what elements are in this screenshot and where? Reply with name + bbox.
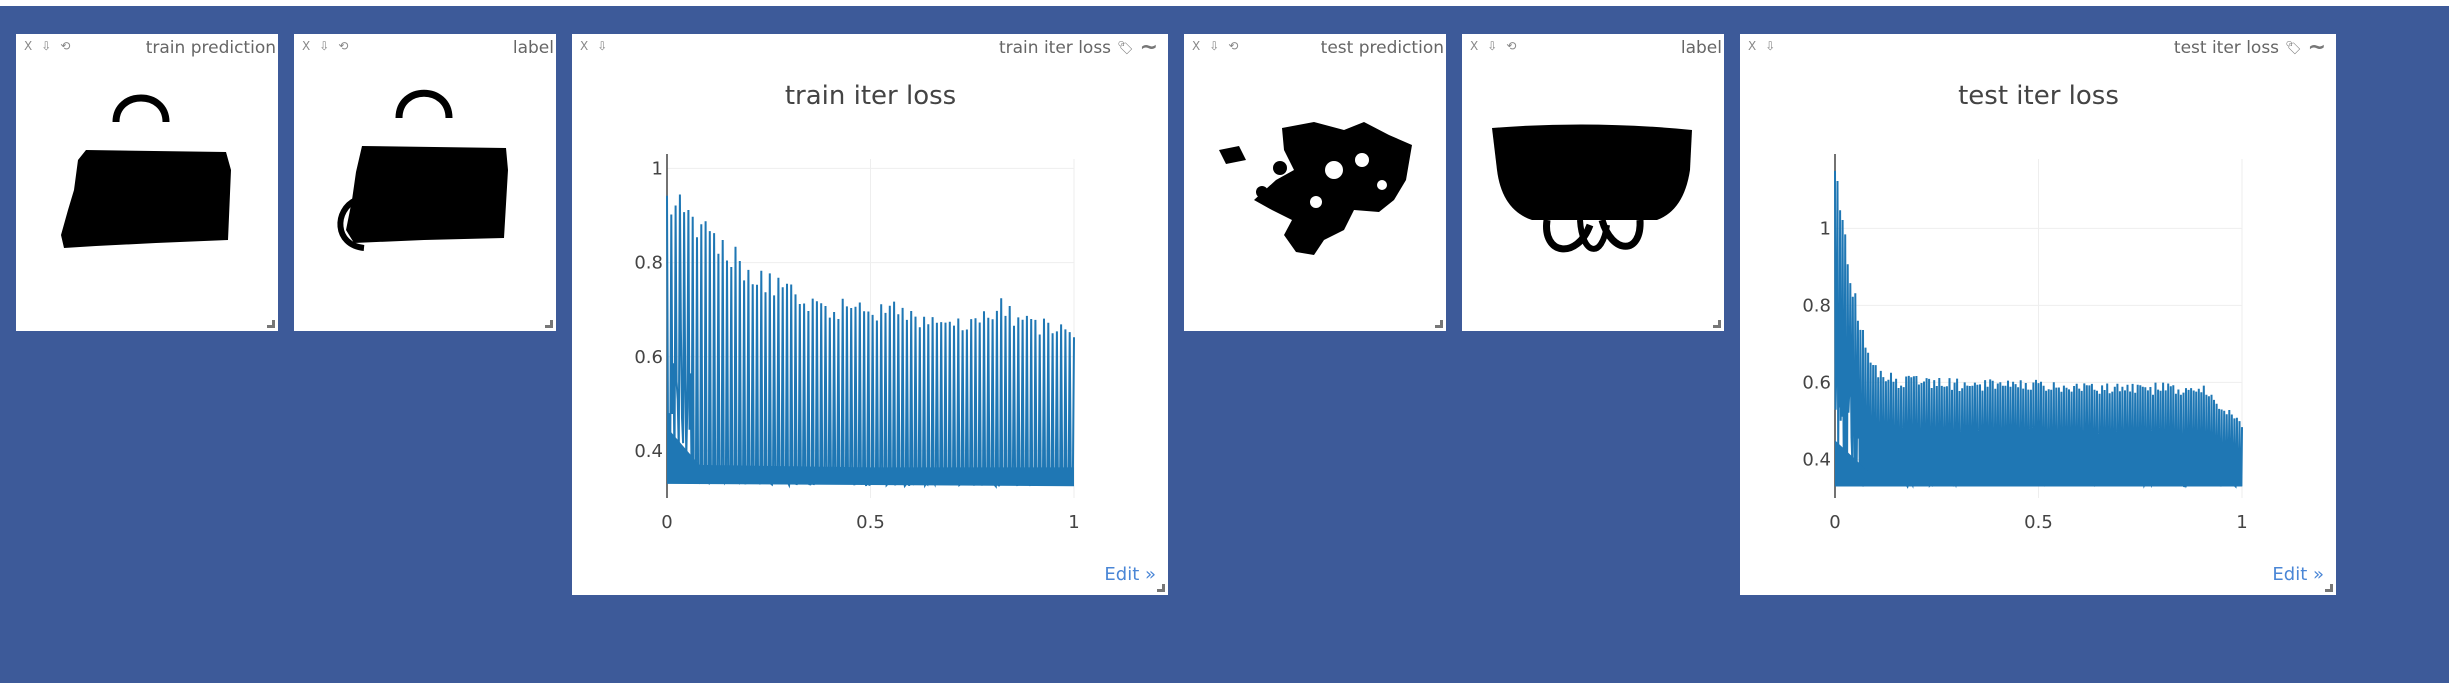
pane-title: test prediction xyxy=(1320,38,1444,58)
pane-train-iter-loss: X ⇩ train iter loss 🏷 ~ train iter loss 0… xyxy=(572,34,1168,595)
tag-icon[interactable]: 🏷 xyxy=(2285,40,2302,56)
close-icon[interactable]: X xyxy=(24,39,33,53)
x-tick-label: 0.5 xyxy=(2024,512,2053,533)
x-tick-label: 0.5 xyxy=(856,512,885,533)
loss-series-band xyxy=(1835,440,2242,487)
resize-handle-icon[interactable] xyxy=(1713,320,1721,328)
download-icon[interactable]: ⇩ xyxy=(1487,39,1498,53)
top-strip xyxy=(0,0,2449,6)
resize-handle-icon[interactable] xyxy=(1435,320,1443,328)
pane-test-label: X ⇩ ⟲ label xyxy=(1462,34,1724,331)
pane-test-prediction: X ⇩ ⟲ test prediction xyxy=(1184,34,1446,331)
y-tick-label: 1 xyxy=(652,158,663,179)
download-icon[interactable]: ⇩ xyxy=(319,39,330,53)
edit-link[interactable]: Edit » xyxy=(1104,564,1156,585)
resize-handle-icon[interactable] xyxy=(545,320,553,328)
pane-bar: X ⇩ ⟲ label xyxy=(294,34,556,60)
train-loss-chart[interactable]: train iter loss 0.4 0.6 0.8 1 0 0.5 1 xyxy=(572,34,1168,595)
y-tick-label: 0.6 xyxy=(634,347,663,368)
pane-title-group: test iter loss 🏷 ~ xyxy=(2173,35,2326,60)
edit-link[interactable]: Edit » xyxy=(2272,564,2324,585)
resize-handle-icon[interactable] xyxy=(1157,584,1165,592)
resize-handle-icon[interactable] xyxy=(2325,584,2333,592)
download-icon[interactable]: ⇩ xyxy=(597,39,608,53)
pane-title: label xyxy=(512,38,554,58)
x-tick-label: 0 xyxy=(1829,512,1840,533)
pane-train-prediction: X ⇩ ⟲ train prediction xyxy=(16,34,278,331)
train-label-image xyxy=(294,60,556,331)
pane-bar: X ⇩ ⟲ label xyxy=(1462,34,1724,60)
y-tick-label: 0.4 xyxy=(634,441,663,462)
pane-title-group: train iter loss 🏷 ~ xyxy=(998,35,1158,60)
close-icon[interactable]: X xyxy=(1748,39,1757,53)
pane-bar: X ⇩ train iter loss 🏷 ~ xyxy=(572,34,1168,60)
close-icon[interactable]: X xyxy=(1192,39,1201,53)
x-tick-label: 1 xyxy=(1068,512,1079,533)
download-icon[interactable]: ⇩ xyxy=(1765,39,1776,53)
y-tick-label: 0.4 xyxy=(1802,449,1831,470)
chart-title: train iter loss xyxy=(785,81,956,111)
pane-train-label: X ⇩ ⟲ label xyxy=(294,34,556,331)
pane-title: test iter loss xyxy=(2173,38,2280,58)
close-icon[interactable]: X xyxy=(1470,39,1479,53)
close-icon[interactable]: X xyxy=(302,39,311,53)
chart-title: test iter loss xyxy=(1958,81,2119,111)
pane-bar: X ⇩ ⟲ test prediction xyxy=(1184,34,1446,60)
pane-bar: X ⇩ ⟲ train prediction xyxy=(16,34,278,60)
y-tick-label: 0.8 xyxy=(1802,295,1831,316)
wave-icon[interactable]: ~ xyxy=(2307,35,2326,60)
download-icon[interactable]: ⇩ xyxy=(41,39,52,53)
x-tick-label: 0 xyxy=(661,512,672,533)
y-tick-label: 1 xyxy=(1820,218,1831,239)
train-prediction-image xyxy=(16,60,278,331)
test-prediction-image xyxy=(1184,60,1446,331)
pane-test-iter-loss: X ⇩ test iter loss 🏷 ~ test iter loss 0.4… xyxy=(1740,34,2336,595)
test-label-image xyxy=(1462,60,1724,331)
pane-title: label xyxy=(1680,38,1722,58)
resize-handle-icon[interactable] xyxy=(267,320,275,328)
close-icon[interactable]: X xyxy=(580,39,589,53)
x-tick-label: 1 xyxy=(2236,512,2247,533)
pane-title: train prediction xyxy=(145,38,276,58)
pane-bar: X ⇩ test iter loss 🏷 ~ xyxy=(1740,34,2336,60)
loss-series-band xyxy=(667,427,1074,487)
wave-icon[interactable]: ~ xyxy=(1139,35,1158,60)
y-tick-label: 0.6 xyxy=(1802,372,1831,393)
test-loss-chart[interactable]: test iter loss 0.4 0.6 0.8 1 0 0.5 1 xyxy=(1740,34,2336,595)
pane-title: train iter loss xyxy=(998,38,1112,58)
tag-icon[interactable]: 🏷 xyxy=(1117,40,1134,56)
reset-icon[interactable]: ⟲ xyxy=(1506,39,1517,53)
download-icon[interactable]: ⇩ xyxy=(1209,39,1220,53)
reset-icon[interactable]: ⟲ xyxy=(338,39,349,53)
reset-icon[interactable]: ⟲ xyxy=(60,39,71,53)
reset-icon[interactable]: ⟲ xyxy=(1228,39,1239,53)
y-tick-label: 0.8 xyxy=(634,253,663,274)
